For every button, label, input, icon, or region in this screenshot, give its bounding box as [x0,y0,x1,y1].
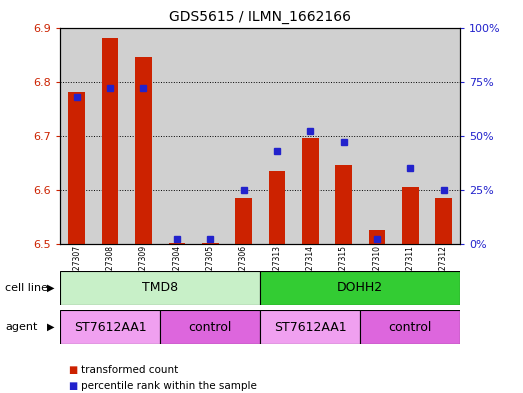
Text: ▶: ▶ [48,283,55,293]
Text: ▶: ▶ [48,322,55,332]
Text: cell line: cell line [5,283,48,293]
Bar [60,310,160,344]
Bar [360,310,460,344]
Bar [168,242,185,244]
Bar [394,28,427,244]
Bar [260,271,460,305]
Bar [202,242,219,244]
Bar [435,198,452,244]
Bar [260,310,360,344]
Bar [293,28,327,244]
Text: TMD8: TMD8 [142,281,178,294]
Bar [235,198,252,244]
Bar [268,171,285,244]
Bar [227,28,260,244]
Text: DOHH2: DOHH2 [337,281,383,294]
Bar [69,92,85,244]
Bar [160,28,194,244]
Bar [369,230,385,244]
Text: ST7612AA1: ST7612AA1 [274,321,347,334]
Text: percentile rank within the sample: percentile rank within the sample [81,381,257,391]
Text: control: control [389,321,432,334]
Text: transformed count: transformed count [81,365,178,375]
Bar [260,28,293,244]
Bar [135,57,152,244]
Bar [360,28,393,244]
Bar [302,138,319,244]
Text: ST7612AA1: ST7612AA1 [74,321,146,334]
Bar [160,310,260,344]
Text: ■: ■ [68,381,77,391]
Bar [60,271,260,305]
Text: agent: agent [5,322,38,332]
Text: control: control [188,321,232,334]
Bar [60,28,94,244]
Bar [427,28,460,244]
Bar [127,28,160,244]
Bar [194,28,227,244]
Title: GDS5615 / ILMN_1662166: GDS5615 / ILMN_1662166 [169,10,351,24]
Text: ■: ■ [68,365,77,375]
Bar [102,38,119,244]
Bar [327,28,360,244]
Bar [402,187,418,244]
Bar [335,165,352,244]
Bar [94,28,127,244]
